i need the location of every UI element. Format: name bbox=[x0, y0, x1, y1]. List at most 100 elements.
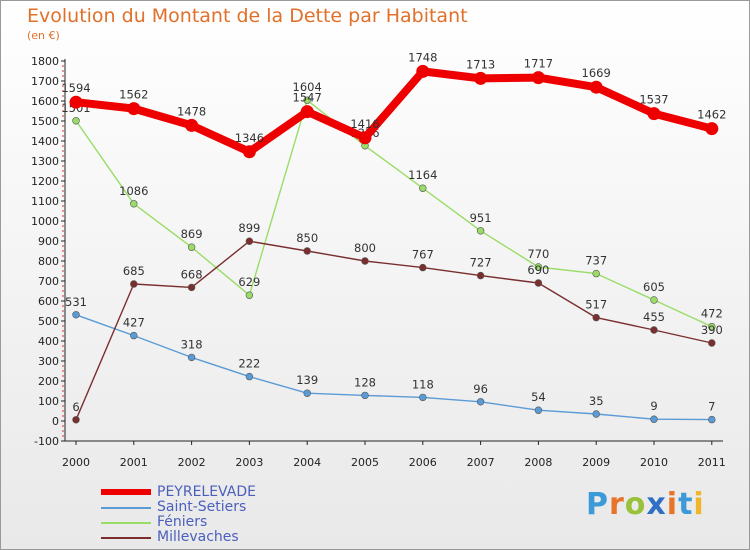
data-point bbox=[592, 269, 600, 278]
y-tick-label: 100 bbox=[38, 395, 59, 408]
data-point bbox=[242, 145, 256, 159]
legend-swatch bbox=[101, 507, 151, 509]
y-tick-label: 1200 bbox=[31, 175, 59, 188]
legend-swatch bbox=[101, 537, 151, 539]
data-label: 727 bbox=[470, 256, 492, 270]
data-point bbox=[534, 263, 543, 271]
data-label: 605 bbox=[643, 280, 665, 294]
x-tick-label: 2007 bbox=[467, 456, 495, 469]
data-point bbox=[705, 122, 719, 136]
legend-label: PEYRELEVADE bbox=[157, 484, 256, 500]
data-point bbox=[245, 372, 254, 381]
legend-swatch bbox=[101, 522, 151, 524]
y-tick-label: -100 bbox=[34, 435, 59, 448]
data-label: 770 bbox=[527, 247, 549, 261]
data-point bbox=[72, 416, 80, 424]
data-label: 96 bbox=[473, 382, 488, 396]
data-label: 54 bbox=[531, 390, 546, 404]
data-label: 472 bbox=[701, 307, 723, 321]
data-point bbox=[127, 102, 141, 116]
series-saint-setiers: 531 427 318 222 139 128 118 96 54 35 9 7 bbox=[65, 295, 716, 424]
data-point bbox=[130, 200, 138, 208]
data-label: 1086 bbox=[119, 184, 148, 198]
legend-label: Saint-Setiers bbox=[157, 499, 247, 515]
data-label: 899 bbox=[238, 221, 260, 235]
data-point bbox=[358, 131, 372, 145]
series-line bbox=[75, 314, 713, 421]
proxiti-logo: Proxiti bbox=[586, 487, 705, 522]
data-label: 1594 bbox=[61, 81, 90, 95]
data-label: 1713 bbox=[466, 57, 495, 71]
y-tick-label: 900 bbox=[38, 235, 59, 248]
data-point bbox=[187, 283, 196, 292]
y-tick-label: 500 bbox=[38, 315, 59, 328]
data-point bbox=[303, 96, 311, 104]
data-label: 1537 bbox=[639, 93, 668, 107]
data-label: 222 bbox=[238, 357, 260, 371]
y-tick-label: 0 bbox=[52, 415, 59, 428]
y-tick-label: 1400 bbox=[31, 135, 59, 148]
data-point bbox=[592, 313, 600, 322]
data-label: 118 bbox=[412, 377, 434, 391]
x-tick-label: 2011 bbox=[698, 456, 726, 469]
data-point bbox=[69, 95, 83, 109]
data-point bbox=[474, 71, 488, 85]
data-label: 668 bbox=[181, 267, 203, 281]
data-label: 7 bbox=[708, 400, 715, 414]
data-label: 139 bbox=[296, 373, 318, 387]
data-label: 767 bbox=[412, 248, 434, 262]
y-tick-label: 200 bbox=[38, 375, 59, 388]
series-layer: 5314273182221391281189654359715011086869… bbox=[61, 50, 726, 424]
x-tick-label: 2009 bbox=[582, 456, 610, 469]
data-label: 531 bbox=[65, 295, 87, 309]
data-point bbox=[531, 71, 545, 85]
data-point bbox=[130, 331, 138, 340]
data-label: 1416 bbox=[350, 117, 379, 131]
legend-label: Millevaches bbox=[157, 529, 239, 545]
y-tick-label: 1100 bbox=[31, 195, 59, 208]
data-label: 455 bbox=[643, 310, 665, 324]
data-label: 9 bbox=[650, 399, 657, 413]
legend-swatch bbox=[101, 489, 151, 495]
data-label: 690 bbox=[527, 263, 549, 277]
y-tick-label: 1600 bbox=[31, 95, 59, 108]
series-peyrelevade: 1594 1562 1478 1346 1547 1416 1748 1713 1717 1669… bbox=[61, 50, 726, 159]
data-point bbox=[361, 391, 369, 400]
y-tick-label: 300 bbox=[38, 355, 59, 368]
data-label: 1562 bbox=[119, 88, 148, 102]
data-point bbox=[534, 406, 543, 414]
data-point bbox=[534, 279, 543, 287]
data-label: 1346 bbox=[235, 131, 264, 145]
data-point bbox=[187, 243, 196, 251]
data-label: 6 bbox=[72, 400, 79, 414]
data-label: 800 bbox=[354, 241, 376, 255]
data-point bbox=[650, 296, 658, 304]
data-point bbox=[245, 237, 254, 245]
data-label: 869 bbox=[181, 227, 203, 241]
chart-title: Evolution du Montant de la Dette par Hab… bbox=[27, 5, 468, 27]
data-point bbox=[416, 64, 430, 78]
data-label: 1164 bbox=[408, 168, 437, 182]
x-tick-label: 2006 bbox=[409, 456, 437, 469]
series-line bbox=[75, 240, 713, 421]
data-label: 35 bbox=[589, 394, 604, 408]
data-point bbox=[187, 353, 196, 362]
series-féniers: 1501108686962916041376116495177073760547… bbox=[61, 80, 723, 331]
series-millevaches: 6 685 668 899 850 800 767 727 690 517 455 390 bbox=[72, 221, 723, 424]
data-point bbox=[185, 118, 199, 132]
y-tick-label: 400 bbox=[38, 335, 59, 348]
data-point bbox=[592, 410, 600, 418]
series-line bbox=[72, 67, 716, 156]
x-tick-label: 2010 bbox=[640, 456, 668, 469]
x-tick-label: 2000 bbox=[62, 456, 90, 469]
data-label: 427 bbox=[123, 316, 145, 330]
data-label: 685 bbox=[123, 264, 145, 278]
data-point bbox=[130, 280, 138, 288]
y-tick-label: 600 bbox=[38, 295, 59, 308]
x-tick-label: 2003 bbox=[235, 456, 263, 469]
data-label: 1462 bbox=[697, 108, 726, 122]
data-label: 629 bbox=[238, 275, 260, 289]
data-label: 951 bbox=[470, 211, 492, 225]
data-label: 1478 bbox=[177, 104, 206, 118]
